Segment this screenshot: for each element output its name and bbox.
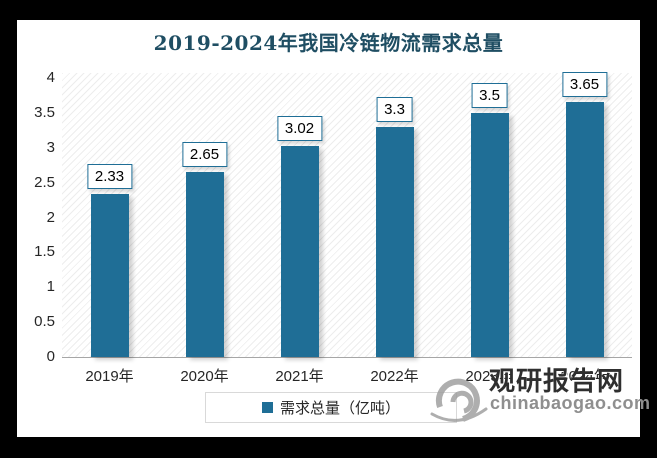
x-axis-label: 2021年 xyxy=(275,368,324,385)
bar xyxy=(185,172,224,357)
y-axis-tick-label: 3.5 xyxy=(34,103,55,121)
x-axis-label: 2023年 xyxy=(465,368,514,385)
y-axis-tick-label: 2.5 xyxy=(34,173,55,191)
legend-label: 需求总量（亿吨） xyxy=(279,400,400,417)
bar xyxy=(470,112,509,357)
y-axis-tick-label: 3 xyxy=(46,138,55,156)
bar-value-label: 3.3 xyxy=(376,96,413,122)
bar-value-label: 3.65 xyxy=(561,72,608,98)
x-axis-label: 2020年 xyxy=(180,368,229,385)
bar-value-label: 2.33 xyxy=(86,164,133,190)
bar xyxy=(90,194,129,357)
bar-value-label: 3.02 xyxy=(276,116,323,142)
bar xyxy=(280,146,319,357)
plot-area xyxy=(62,73,632,357)
y-axis-tick-label: 0 xyxy=(46,348,55,365)
bar-value-label: 3.5 xyxy=(471,82,508,108)
x-axis-label: 2022年 xyxy=(370,368,419,385)
legend-marker-icon xyxy=(261,402,273,413)
x-axis-label: 2019年 xyxy=(85,368,134,385)
bar-value-label: 2.65 xyxy=(181,142,228,168)
chart-content: 2019-2024年我国冷链物流需求总量 0 0.5 1 1.5 2 2.5 3 3.5 4 2.… xyxy=(17,20,650,437)
x-axis-label: 2024年 xyxy=(560,368,609,385)
bar xyxy=(375,126,414,357)
y-axis-tick-label: 0.5 xyxy=(34,313,55,331)
y-axis-tick-label: 2 xyxy=(46,208,55,226)
x-axis-line xyxy=(62,357,632,358)
bar xyxy=(565,102,604,357)
legend: 需求总量（亿吨） xyxy=(205,392,457,423)
y-axis-tick-label: 1.5 xyxy=(34,243,55,261)
y-axis-tick-label: 4 xyxy=(46,69,55,86)
chart-title: 2019-2024年我国冷链物流需求总量 xyxy=(153,31,504,55)
watermark-domain: chinabaogao.com xyxy=(490,393,651,413)
y-axis-tick-label: 1 xyxy=(46,278,55,296)
